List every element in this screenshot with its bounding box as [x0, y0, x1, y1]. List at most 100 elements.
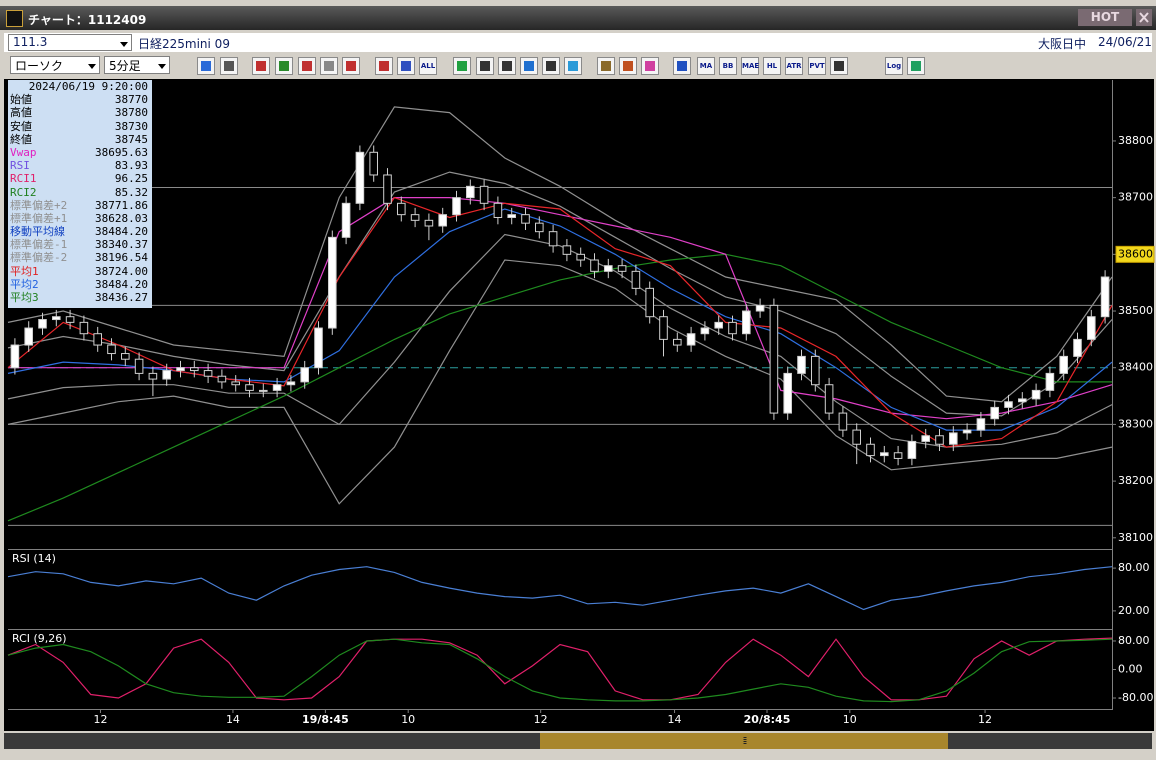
toolbar-button[interactable]: [597, 57, 615, 75]
candle-body: [880, 452, 889, 457]
toolbar-button[interactable]: Log: [885, 57, 903, 75]
info-label: RCI2: [10, 185, 37, 199]
toolbar-button[interactable]: [298, 57, 316, 75]
toolbar-icon: [480, 61, 490, 71]
info-value: 96.25: [114, 172, 148, 186]
chart-type-select[interactable]: ローソク: [10, 56, 100, 74]
candle-body: [217, 375, 227, 383]
date: 24/06/21: [1098, 35, 1152, 49]
close-icon: [1139, 12, 1149, 23]
toolbar-button[interactable]: [342, 57, 360, 75]
toolbar-icon: [457, 61, 467, 71]
candle-body: [824, 384, 834, 414]
toolbar-icon: [645, 61, 655, 71]
candle-body: [949, 432, 958, 445]
indicator-line: [7, 638, 1113, 703]
toolbar-button[interactable]: [375, 57, 393, 75]
info-value: 38730: [114, 119, 148, 133]
toolbar: ローソク 5分足 ALL MA BB MAE HL ATR PVT Log: [0, 54, 1156, 78]
candle-body: [10, 344, 20, 369]
candle-body: [893, 452, 903, 459]
toolbar-button[interactable]: [275, 57, 293, 75]
toolbar-button[interactable]: [453, 57, 471, 75]
candle-body: [783, 372, 792, 414]
toolbar-button[interactable]: [520, 57, 538, 75]
info-row: 標準偏差+2 38771.86: [8, 199, 152, 212]
toolbar-button[interactable]: [476, 57, 494, 75]
toolbar-button[interactable]: [564, 57, 582, 75]
candle-body: [397, 202, 406, 216]
info-value: 38771.86: [95, 198, 148, 212]
candle-body: [645, 287, 654, 318]
toolbar-button[interactable]: [907, 57, 925, 75]
close-button[interactable]: [1136, 9, 1152, 26]
y-tick-label: 38800: [1118, 134, 1153, 147]
toolbar-button[interactable]: [397, 57, 415, 75]
candle-body: [314, 327, 323, 369]
toolbar-button[interactable]: [197, 57, 215, 75]
y-tick-label: 38700: [1118, 191, 1153, 204]
candle-body: [659, 316, 668, 340]
toolbar-button[interactable]: [830, 57, 848, 75]
toolbar-button[interactable]: [220, 57, 238, 75]
toolbar-button[interactable]: MA: [697, 57, 715, 75]
candle-body: [231, 381, 240, 386]
candle-body: [1073, 338, 1082, 357]
toolbar-icon: [502, 61, 512, 71]
candle-body: [935, 435, 944, 445]
toolbar-button[interactable]: [673, 57, 691, 75]
toolbar-icon: [677, 61, 687, 71]
toolbar-button[interactable]: ALL: [419, 57, 437, 75]
info-panel: 2024/06/19 9:20:00 始値 38770 高値 38780 安値 38730…: [8, 80, 152, 308]
code-select[interactable]: 111.3: [8, 34, 132, 51]
indicator-line: [7, 637, 1113, 701]
info-row: 高値 38780: [8, 106, 152, 119]
toolbar-button[interactable]: [542, 57, 560, 75]
info-row: 平均3 38436.27: [8, 291, 152, 304]
candle-body: [203, 370, 213, 377]
candle-body: [728, 321, 737, 335]
candle-body: [604, 265, 613, 272]
toolbar-button[interactable]: [619, 57, 637, 75]
candle-body: [24, 327, 33, 346]
toolbar-button[interactable]: HL: [763, 57, 781, 75]
toolbar-button[interactable]: MAE: [741, 57, 759, 75]
toolbar-button[interactable]: [320, 57, 338, 75]
info-row: RCI2 85.32: [8, 186, 152, 199]
candle-body: [1031, 389, 1041, 400]
candle-body: [286, 381, 296, 386]
hot-button[interactable]: HOT: [1078, 9, 1132, 26]
info-label: 高値: [10, 106, 32, 120]
info-label: 終値: [10, 132, 32, 146]
candle-body: [328, 236, 337, 329]
toolbar-button[interactable]: BB: [719, 57, 737, 75]
toolbar-icon: [324, 61, 334, 71]
toolbar-button[interactable]: PVT: [808, 57, 826, 75]
info-row: 標準偏差-1 38340.37: [8, 238, 152, 251]
y-tick-label: 0.00: [1118, 663, 1143, 676]
candle-body: [493, 202, 503, 218]
toolbar-button[interactable]: [498, 57, 516, 75]
toolbar-icon: [401, 61, 411, 71]
candle-body: [852, 429, 861, 445]
candle-body: [866, 443, 875, 457]
candle-body: [341, 202, 351, 238]
x-tick-label: 19/8:45: [302, 713, 349, 726]
y-tick-label: 38200: [1118, 474, 1153, 487]
candle-body: [700, 327, 710, 335]
info-label: 平均3: [10, 291, 39, 304]
candle-body: [755, 304, 765, 312]
info-row: 標準偏差-2 38196.54: [8, 251, 152, 264]
toolbar-button[interactable]: ATR: [785, 57, 803, 75]
toolbar-button[interactable]: [641, 57, 659, 75]
candle-body: [921, 435, 930, 442]
candle-body: [107, 344, 116, 355]
interval-select[interactable]: 5分足: [104, 56, 170, 74]
candle-body: [1100, 276, 1110, 318]
toolbar-icon: [834, 61, 844, 71]
candle-body: [673, 338, 682, 346]
candle-body: [990, 406, 999, 420]
toolbar-button[interactable]: [252, 57, 270, 75]
